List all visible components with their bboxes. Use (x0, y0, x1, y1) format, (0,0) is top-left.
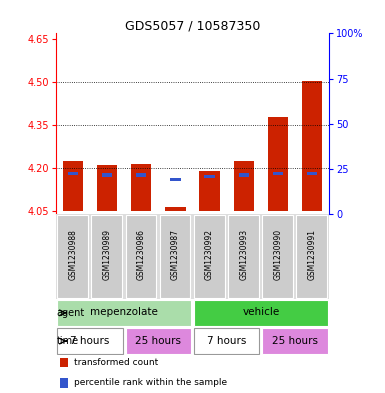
Bar (262, 329, 328, 354)
Text: transformed count: transformed count (74, 358, 158, 367)
Bar (194, 329, 259, 354)
Text: GSM1230990: GSM1230990 (273, 229, 283, 280)
Bar (57, 215, 88, 298)
Text: mepenzolate: mepenzolate (90, 307, 158, 317)
Text: GSM1230993: GSM1230993 (239, 229, 248, 280)
Bar (194, 300, 328, 325)
Bar (199, 171, 220, 211)
Text: 25 hours: 25 hours (136, 336, 181, 345)
Bar (233, 161, 254, 211)
Bar (296, 215, 327, 298)
Bar (126, 329, 191, 354)
Bar (268, 117, 288, 211)
Bar (68, 172, 78, 175)
Bar (160, 215, 191, 298)
Bar (228, 215, 259, 298)
Bar (273, 172, 283, 175)
Text: GSM1230991: GSM1230991 (308, 229, 316, 280)
Text: agent: agent (57, 308, 85, 318)
Text: 7 hours: 7 hours (207, 336, 246, 345)
Bar (262, 215, 293, 298)
Title: GDS5057 / 10587350: GDS5057 / 10587350 (125, 19, 260, 32)
Bar (60, 358, 68, 367)
Bar (165, 207, 186, 211)
Bar (239, 173, 249, 177)
Bar (97, 165, 117, 211)
Text: 25 hours: 25 hours (272, 336, 318, 345)
Text: GSM1230988: GSM1230988 (69, 229, 77, 280)
Text: GSM1230986: GSM1230986 (137, 229, 146, 280)
Bar (302, 81, 322, 211)
Bar (63, 161, 83, 211)
Text: vehicle: vehicle (242, 307, 280, 317)
Bar (57, 300, 191, 325)
Bar (131, 164, 152, 211)
Text: percentile rank within the sample: percentile rank within the sample (74, 378, 227, 387)
Text: GSM1230989: GSM1230989 (102, 229, 112, 280)
Bar (57, 329, 123, 354)
Bar (60, 378, 68, 388)
Bar (102, 173, 112, 177)
Text: GSM1230987: GSM1230987 (171, 229, 180, 280)
Bar (91, 215, 122, 298)
Text: time: time (57, 336, 79, 346)
Bar (136, 173, 146, 177)
Text: GSM1230992: GSM1230992 (205, 229, 214, 280)
Bar (204, 175, 215, 178)
Bar (194, 215, 224, 298)
Bar (126, 215, 156, 298)
Bar (170, 178, 181, 181)
Text: 7 hours: 7 hours (70, 336, 110, 345)
Bar (307, 172, 317, 175)
